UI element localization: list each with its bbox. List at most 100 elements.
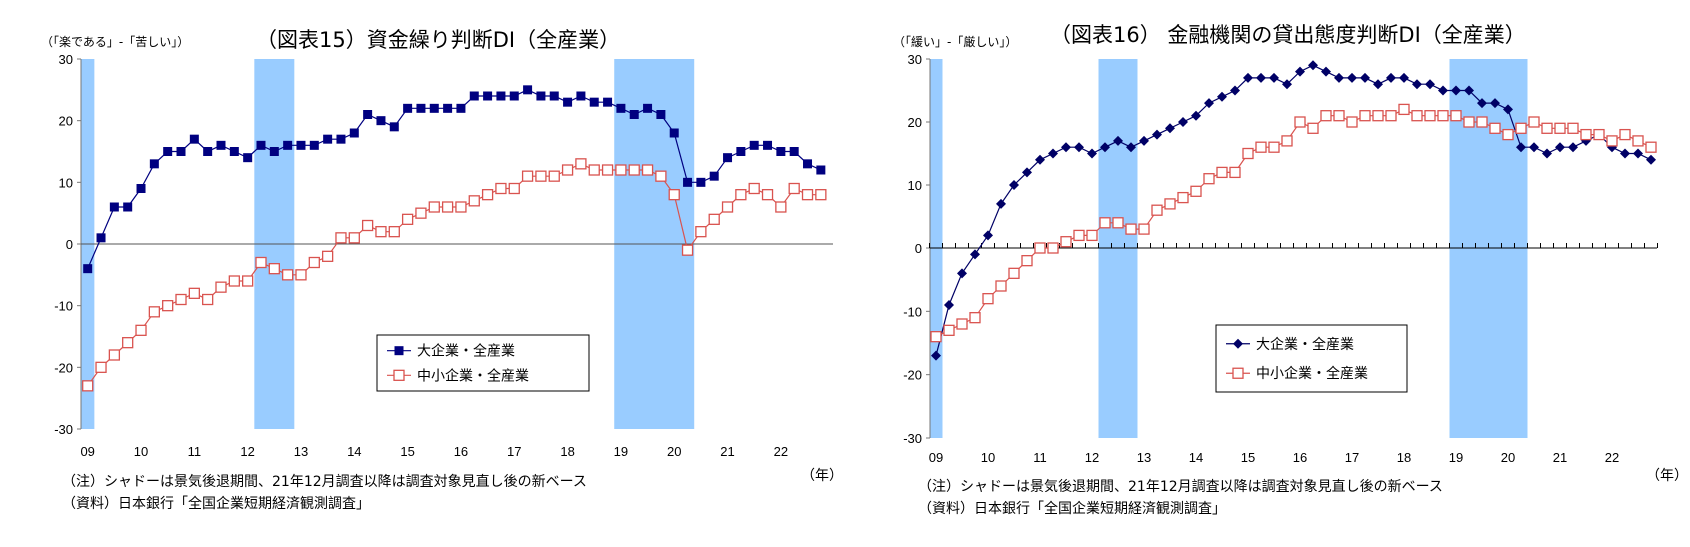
data-point — [1359, 110, 1371, 122]
data-point — [1204, 98, 1214, 109]
x-tick-label: 21 — [1553, 450, 1567, 465]
data-point — [629, 110, 639, 119]
data-point — [1034, 242, 1046, 254]
data-point — [1295, 66, 1305, 77]
data-point — [403, 103, 413, 113]
data-point — [815, 189, 827, 201]
x-tick-label: 20 — [667, 444, 681, 459]
data-point — [1125, 223, 1137, 235]
x-tick-label: 13 — [1137, 450, 1151, 465]
data-point — [957, 268, 967, 279]
data-point — [1035, 154, 1045, 165]
data-point — [669, 128, 679, 138]
data-point — [163, 147, 173, 156]
y-tick-label: -10 — [54, 299, 73, 314]
data-point — [982, 293, 994, 305]
chart-2: （図表16） 金融機関の貸出態度判断DI（全産業） （「緩い」-「厳しい」） 30 2… — [893, 23, 1688, 517]
legend-label: 中小企業・全産業 — [417, 367, 529, 384]
data-point — [1060, 236, 1072, 248]
data-point — [1048, 148, 1058, 159]
data-point — [1061, 142, 1071, 153]
data-point — [1424, 110, 1436, 122]
data-point — [695, 226, 707, 238]
x-tick-label: 14 — [1189, 450, 1203, 465]
data-point — [1476, 116, 1488, 128]
legend-marker — [394, 346, 404, 356]
data-point — [1554, 122, 1566, 134]
y-tick-label: 20 — [59, 114, 73, 129]
y-tick-label: 20 — [908, 115, 922, 130]
data-point — [775, 201, 787, 213]
data-point — [1386, 72, 1396, 83]
data-point — [801, 189, 814, 201]
data-point — [483, 91, 493, 101]
data-point — [749, 140, 759, 150]
data-point — [189, 134, 199, 144]
data-point — [1399, 72, 1409, 83]
data-point — [1269, 72, 1279, 83]
data-point — [122, 337, 134, 349]
data-point — [1165, 123, 1175, 134]
data-point — [1542, 148, 1552, 159]
data-point — [1216, 166, 1228, 179]
data-point — [970, 249, 980, 260]
legend-box — [1215, 324, 1408, 393]
y-tick-label: -30 — [54, 422, 73, 437]
data-point — [283, 140, 293, 150]
data-point — [1191, 110, 1201, 121]
data-point — [1022, 167, 1032, 178]
x-tick-label: 12 — [240, 444, 254, 459]
data-point — [709, 171, 719, 181]
x-tick-label: 10 — [134, 444, 148, 459]
data-point — [1074, 142, 1084, 153]
data-point — [108, 349, 121, 361]
x-tick-label: 15 — [400, 444, 414, 459]
data-point — [708, 213, 720, 225]
data-point — [162, 300, 174, 312]
data-point — [643, 103, 653, 113]
data-point — [1450, 110, 1462, 122]
footnote: （注）シャドーは景気後退期間、21年12月調査以降は調査対象見直し後の新ベース — [62, 473, 587, 490]
data-point — [956, 318, 968, 330]
data-point — [175, 293, 187, 306]
y-tick-label: -10 — [903, 304, 922, 319]
y-tick-label: 10 — [59, 175, 73, 190]
data-point — [668, 189, 680, 201]
data-point — [415, 207, 427, 219]
data-point — [1411, 110, 1423, 122]
data-point — [549, 91, 559, 101]
x-axis-unit-label: （年） — [1646, 468, 1688, 484]
data-point — [496, 91, 506, 101]
data-point — [481, 189, 494, 201]
data-point — [336, 134, 346, 144]
data-point — [536, 91, 546, 101]
data-point — [575, 158, 587, 170]
data-point — [148, 306, 161, 318]
data-point — [521, 170, 534, 182]
x-tick-label: 18 — [1397, 450, 1411, 465]
data-point — [136, 184, 146, 193]
data-point — [1503, 104, 1513, 115]
data-point — [1178, 117, 1188, 127]
data-point — [1606, 135, 1618, 147]
data-point — [1373, 79, 1383, 90]
source-note: （資料）日本銀行「全国企業短期経済観測調査」 — [918, 500, 1226, 517]
data-point — [816, 165, 826, 175]
data-point — [1308, 60, 1318, 71]
series-large-firms — [83, 85, 826, 274]
data-point — [589, 97, 599, 107]
data-point — [375, 226, 387, 238]
data-point — [996, 198, 1006, 209]
data-point — [1099, 217, 1111, 229]
data-point — [1425, 79, 1435, 90]
x-tick-label: 17 — [507, 444, 521, 459]
data-point — [508, 182, 520, 195]
data-point — [215, 281, 227, 293]
data-point — [1463, 116, 1475, 128]
data-point — [641, 164, 654, 176]
data-point — [428, 201, 440, 213]
data-point — [135, 324, 147, 336]
